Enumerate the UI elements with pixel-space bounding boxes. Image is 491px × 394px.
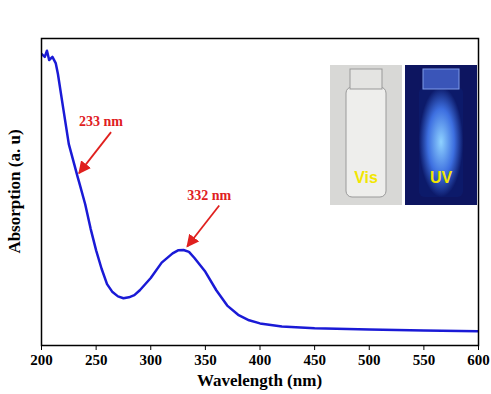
svg-text:500: 500: [358, 352, 381, 368]
svg-text:Vis: Vis: [354, 169, 378, 186]
svg-text:450: 450: [303, 352, 326, 368]
svg-text:UV: UV: [430, 169, 453, 186]
svg-text:Wavelength (nm): Wavelength (nm): [197, 371, 322, 390]
svg-text:332 nm: 332 nm: [187, 188, 231, 203]
svg-text:233 nm: 233 nm: [79, 114, 123, 129]
svg-text:400: 400: [249, 352, 272, 368]
svg-text:250: 250: [85, 352, 108, 368]
svg-text:350: 350: [194, 352, 217, 368]
svg-text:550: 550: [413, 352, 436, 368]
svg-text:600: 600: [467, 352, 490, 368]
svg-text:200: 200: [30, 352, 53, 368]
svg-text:300: 300: [140, 352, 163, 368]
svg-text:Absorption (a. u): Absorption (a. u): [5, 129, 24, 253]
